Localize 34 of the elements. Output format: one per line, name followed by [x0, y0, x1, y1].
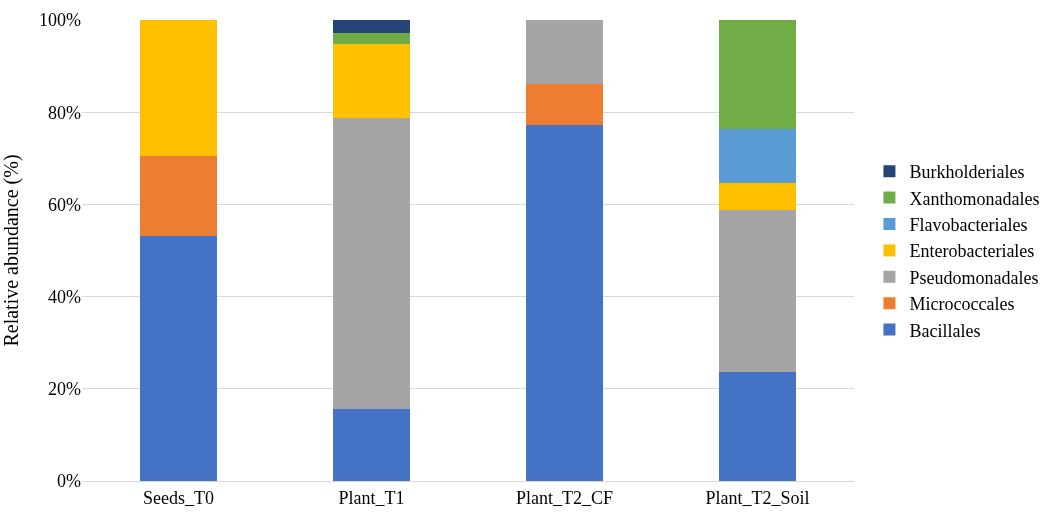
y-tick-label: 60%: [48, 194, 81, 215]
bar: [718, 183, 797, 211]
bar: [718, 20, 797, 129]
legend-label: Flavobacteriales: [909, 215, 1028, 236]
legend-label: Enterobacteriales: [909, 241, 1035, 262]
y-tick-label: 100%: [39, 10, 81, 31]
bar: [718, 372, 797, 481]
x-tick-label: Plant_T2_CF: [515, 487, 614, 508]
y-axis-title: Relative abundance (%): [0, 154, 23, 347]
bar: [332, 32, 411, 44]
bar: [332, 43, 411, 118]
x-tick-label: Plant_T1: [338, 487, 405, 508]
y-tick-label: 80%: [48, 102, 81, 123]
bar: [139, 236, 218, 481]
y-tick-label: 40%: [48, 286, 81, 307]
x-tick-label: Plant_T2_Soil: [705, 487, 810, 508]
bar: [332, 408, 411, 481]
legend-label: Burkholderiales: [909, 162, 1025, 183]
bar: [525, 20, 604, 84]
y-tick-label: 20%: [48, 379, 81, 400]
legend-label: Xanthomonadales: [909, 188, 1040, 209]
bar: [139, 156, 218, 237]
bar: [332, 20, 411, 33]
bar: [525, 83, 604, 125]
bar: [139, 20, 218, 156]
bar: [332, 117, 411, 409]
bar: [718, 128, 797, 184]
bar: [525, 124, 604, 481]
legend-label: Bacillales: [909, 320, 981, 341]
bar: [718, 210, 797, 373]
y-tick-label: 0%: [57, 471, 81, 492]
legend-label: Micrococcales: [909, 294, 1015, 315]
x-tick-label: Seeds_T0: [143, 487, 214, 508]
legend-label: Pseudomonadales: [909, 267, 1039, 288]
